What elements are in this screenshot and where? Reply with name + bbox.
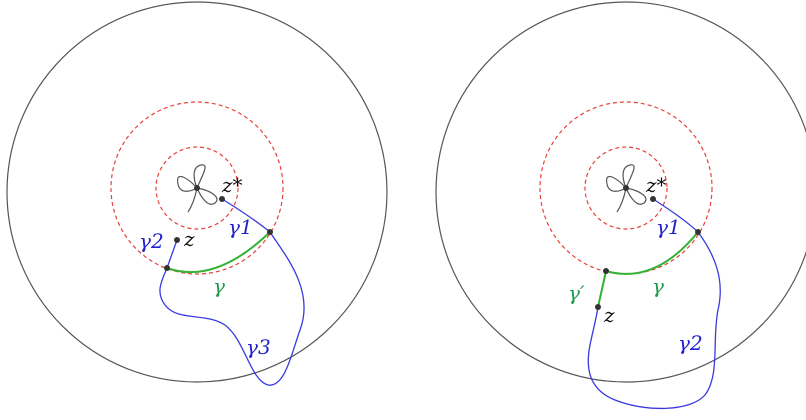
left-panel: z* z γ1 γ2 γ3 γ bbox=[6, 1, 388, 386]
right-panel: z* z γ1 γ2 γ′ γ bbox=[435, 1, 806, 410]
left-gamma-end-point bbox=[267, 229, 273, 235]
left-label-gamma2: γ2 bbox=[139, 229, 164, 253]
left-label-gamma1: γ1 bbox=[228, 215, 253, 239]
left-dashed-outer-circle bbox=[110, 101, 284, 275]
right-gamma-start-point bbox=[603, 268, 609, 274]
left-gamma2-path bbox=[166, 239, 178, 269]
right-label-gamma1: γ1 bbox=[656, 215, 681, 239]
left-gamma-arc bbox=[166, 231, 271, 274]
left-gamma1-path bbox=[221, 198, 271, 233]
right-gamma-end-point bbox=[695, 229, 701, 235]
right-dashed-inner-circle bbox=[584, 146, 668, 230]
right-label-gamma2: γ2 bbox=[678, 331, 703, 355]
left-z-point bbox=[174, 237, 180, 243]
right-gamma2-path bbox=[587, 231, 721, 410]
left-gamma-start-point bbox=[164, 265, 170, 271]
left-outer-circle bbox=[6, 1, 388, 383]
right-label-z: z bbox=[603, 303, 615, 327]
right-z-point bbox=[595, 304, 601, 310]
left-dashed-inner-circle bbox=[155, 146, 239, 230]
left-label-z: z bbox=[183, 227, 195, 251]
left-label-gamma3: γ3 bbox=[246, 335, 271, 359]
right-gamma-prime-path bbox=[597, 270, 607, 308]
left-label-zstar: z* bbox=[221, 173, 243, 197]
right-label-gamma-prime: γ′ bbox=[568, 281, 585, 305]
right-center-point bbox=[623, 185, 629, 191]
left-gamma3-path bbox=[159, 231, 305, 386]
right-outer-circle bbox=[435, 1, 806, 383]
right-label-zstar: z* bbox=[645, 173, 667, 197]
left-center-point bbox=[194, 185, 200, 191]
right-label-gamma: γ bbox=[652, 274, 664, 298]
right-gamma1-path bbox=[652, 198, 699, 233]
left-label-gamma: γ bbox=[213, 274, 225, 298]
left-zstar-point bbox=[219, 196, 225, 202]
right-zstar-point bbox=[650, 196, 656, 202]
right-gamma-arc bbox=[605, 231, 699, 275]
